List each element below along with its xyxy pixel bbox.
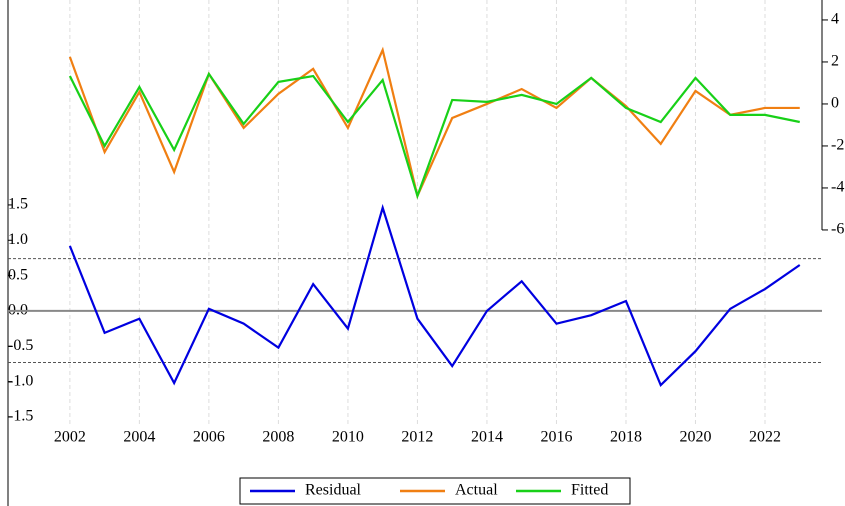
y-tick-label: -1.0 <box>8 372 33 389</box>
x-tick-label: 2008 <box>262 429 294 446</box>
y-tick-label: 0.5 <box>8 266 28 283</box>
x-tick-label: 2012 <box>401 429 433 446</box>
y2-tick-label: -2 <box>831 137 844 154</box>
series-line <box>68 71 800 200</box>
y2-tick-label: 4 <box>831 11 839 28</box>
legend-label: Fitted <box>571 482 608 499</box>
x-tick-label: 2006 <box>193 429 225 446</box>
y-tick-label: 1.0 <box>8 231 28 248</box>
x-tick-label: 2002 <box>54 429 86 446</box>
x-tick-label: 2018 <box>610 429 642 446</box>
y2-tick-label: -6 <box>831 221 844 238</box>
series-line <box>68 46 800 200</box>
y-tick-label: 1.5 <box>8 196 28 213</box>
y-tick-label: -1.5 <box>8 408 33 425</box>
x-tick-label: 2022 <box>749 429 781 446</box>
y2-tick-label: 0 <box>831 95 839 112</box>
y-tick-label: -0.5 <box>8 337 33 354</box>
series-line <box>68 203 801 388</box>
x-tick-label: 2016 <box>540 429 572 446</box>
y2-tick-label: 2 <box>831 53 839 70</box>
y2-tick-label: -4 <box>831 179 844 196</box>
legend-label: Actual <box>455 482 498 499</box>
legend: Residual Actual Fitted <box>239 477 631 505</box>
x-tick-label: 2004 <box>123 429 155 446</box>
legend-label: Residual <box>305 482 362 499</box>
x-tick-label: 2010 <box>332 429 364 446</box>
x-tick-label: 2020 <box>679 429 711 446</box>
x-tick-label: 2014 <box>471 429 503 446</box>
